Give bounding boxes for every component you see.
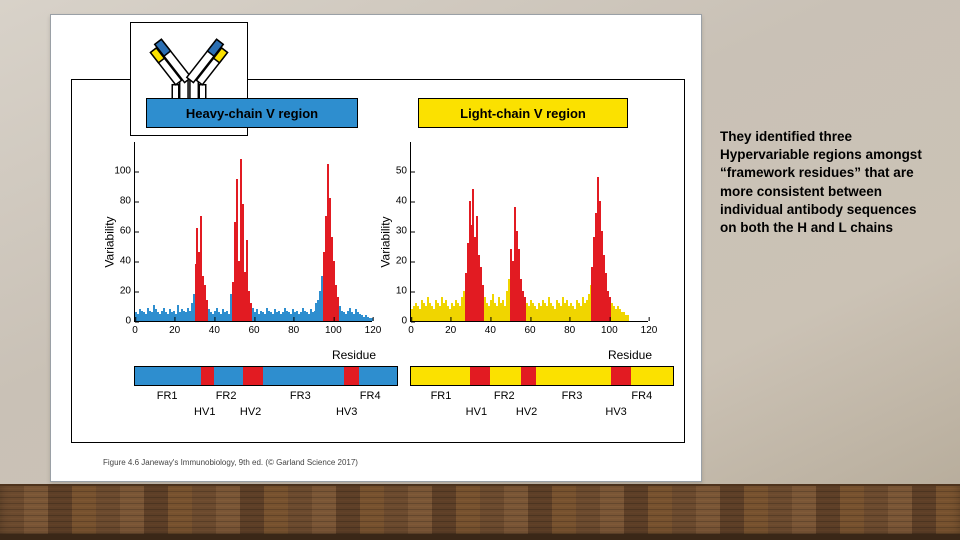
y-tick: 30 [396, 226, 411, 237]
y-tick: 50 [396, 166, 411, 177]
y-tick: 20 [396, 256, 411, 267]
fr-label: FR1 [157, 390, 178, 402]
figure-sheet: Figure 4.6 Janeway's Immunobiology, 9th … [50, 14, 702, 482]
y-tick: 20 [120, 286, 135, 297]
y-axis-label: Variability [103, 216, 117, 267]
x-tick: 20 [445, 321, 456, 336]
wood-floor [0, 484, 960, 540]
heavy-chain-chart: Variability 020406080100020406080100120 … [110, 142, 372, 342]
x-tick: 120 [365, 321, 382, 336]
y-axis-label: Variability [379, 216, 393, 267]
x-axis-label: Residue [332, 348, 376, 362]
light-title-text: Light-chain V region [460, 106, 586, 121]
x-tick: 100 [325, 321, 342, 336]
x-tick: 80 [564, 321, 575, 336]
y-tick: 80 [120, 196, 135, 207]
y-tick: 10 [396, 286, 411, 297]
hv-label: HV1 [466, 406, 487, 418]
heavy-axes: 020406080100020406080100120 [134, 142, 372, 322]
fr-label: FR3 [562, 390, 583, 402]
hv-label: HV2 [516, 406, 537, 418]
x-tick: 0 [132, 321, 138, 336]
fr-label: FR2 [494, 390, 515, 402]
y-tick: 60 [120, 226, 135, 237]
x-tick: 80 [288, 321, 299, 336]
x-tick: 120 [641, 321, 658, 336]
heavy-title-text: Heavy-chain V region [186, 106, 318, 121]
x-tick: 100 [601, 321, 618, 336]
x-tick: 40 [209, 321, 220, 336]
heavy-chain-title: Heavy-chain V region [146, 98, 358, 128]
light-chain-title: Light-chain V region [418, 98, 628, 128]
x-tick: 40 [485, 321, 496, 336]
hv-label: HV3 [605, 406, 626, 418]
light-region-strip [410, 366, 674, 386]
hv-region [521, 367, 536, 385]
description-text: They identified three Hypervariable regi… [720, 128, 932, 237]
hv-label: HV1 [194, 406, 215, 418]
bar [627, 315, 629, 321]
x-tick: 0 [408, 321, 414, 336]
y-tick: 100 [114, 166, 135, 177]
hv-region [344, 367, 359, 385]
heavy-region-strip [134, 366, 398, 386]
figure-panel: Heavy-chain V region Light-chain V regio… [71, 79, 685, 443]
heavy-bars [135, 142, 372, 321]
hv-region [201, 367, 214, 385]
x-axis-label: Residue [608, 348, 652, 362]
fr-label: FR4 [631, 390, 652, 402]
fr-label: FR1 [431, 390, 452, 402]
hv-region [243, 367, 263, 385]
light-axes: 01020304050020406080100120 [410, 142, 648, 322]
x-tick: 60 [248, 321, 259, 336]
fr-label: FR3 [290, 390, 311, 402]
light-bars [411, 142, 648, 321]
figure-caption: Figure 4.6 Janeway's Immunobiology, 9th … [103, 458, 358, 467]
x-tick: 60 [524, 321, 535, 336]
hv-label: HV2 [240, 406, 261, 418]
hv-label: HV3 [336, 406, 357, 418]
hv-region [611, 367, 631, 385]
x-tick: 20 [169, 321, 180, 336]
fr-label: FR4 [360, 390, 381, 402]
y-tick: 40 [396, 196, 411, 207]
y-tick: 40 [120, 256, 135, 267]
fr-label: FR2 [216, 390, 237, 402]
light-chain-chart: Variability 01020304050020406080100120 R… [386, 142, 648, 342]
hv-region [470, 367, 490, 385]
